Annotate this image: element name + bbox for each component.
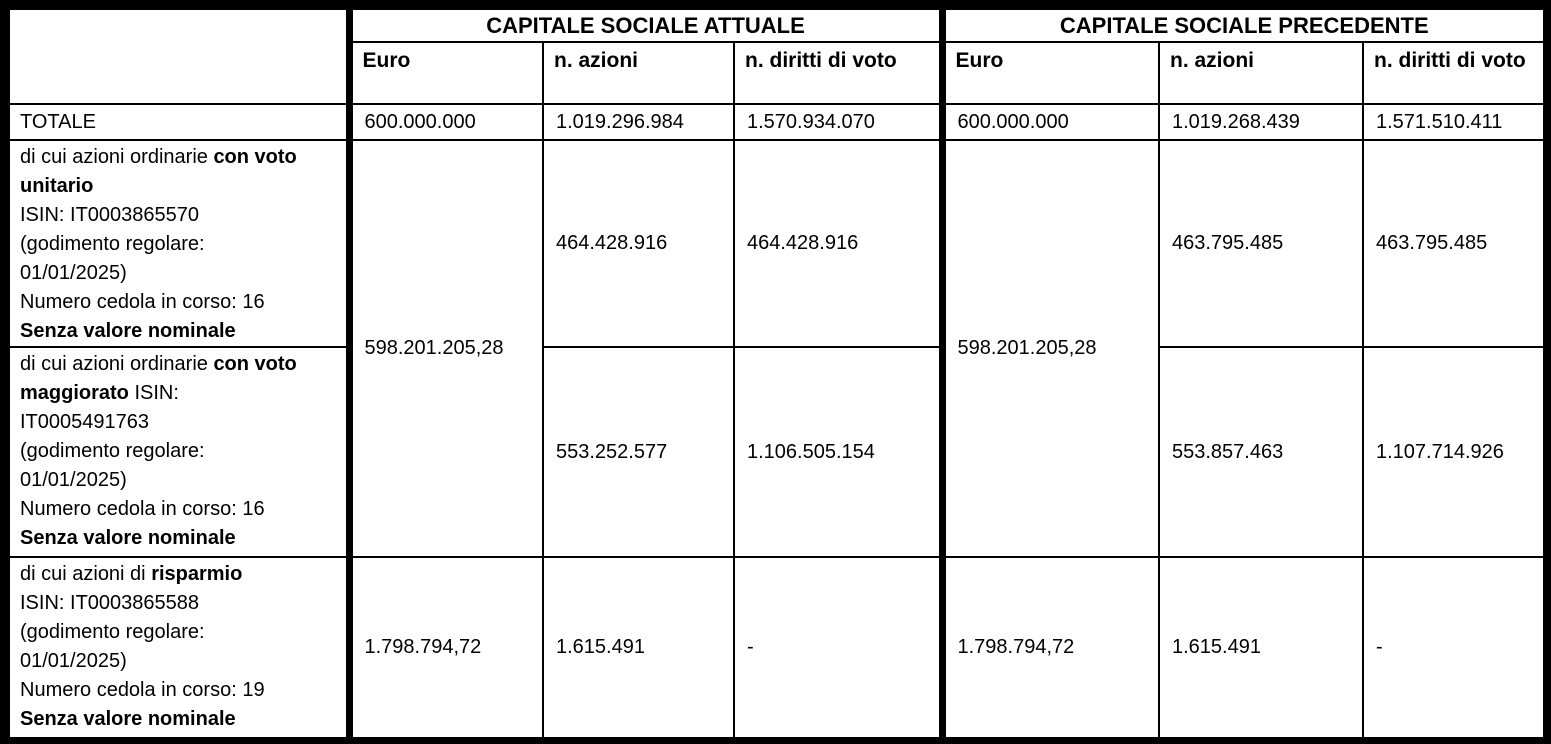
- row-ordinarie-voto-maggiorato: di cui azioni ordinarie con voto maggiora…: [8, 346, 1546, 558]
- col-header-euro-precedente: Euro: [938, 41, 1160, 105]
- totale-azioni-precedente: 1.019.268.439: [1158, 103, 1364, 141]
- unitario-azioni-attuale: 464.428.916: [542, 139, 735, 348]
- label-ordinarie-voto-maggiorato: di cui azioni ordinarie con voto maggiora…: [8, 346, 350, 558]
- row-ordinarie-voto-unitario: di cui azioni ordinarie con voto unitario…: [8, 139, 1546, 558]
- risparmio-euro-attuale: 1.798.794,72: [345, 556, 544, 739]
- totale-diritti-precedente: 1.571.510.411: [1361, 103, 1546, 141]
- risparmio-azioni-attuale: 1.615.491: [542, 556, 735, 739]
- totale-diritti-attuale: 1.570.934.070: [733, 103, 943, 141]
- risparmio-diritti-attuale: -: [733, 556, 943, 739]
- label-risparmio: di cui azioni di risparmio ISIN: IT000386…: [8, 556, 350, 739]
- totale-label: TOTALE: [8, 103, 350, 141]
- risparmio-euro-precedente: 1.798.794,72: [938, 556, 1160, 739]
- share-capital-table: CAPITALE SOCIALE ATTUALE CAPITALE SOCIAL…: [8, 8, 1546, 739]
- totale-euro-precedente: 600.000.000: [938, 103, 1160, 141]
- maggiorato-azioni-attuale: 553.252.577: [542, 346, 735, 558]
- row-totale: TOTALE 600.000.000 1.019.296.984 1.570.9…: [8, 103, 1546, 141]
- corner-empty-cell: [8, 8, 350, 105]
- maggiorato-azioni-precedente: 553.857.463: [1158, 346, 1364, 558]
- group-header-capitale-precedente: CAPITALE SOCIALE PRECEDENTE: [938, 8, 1546, 43]
- totale-azioni-attuale: 1.019.296.984: [542, 103, 735, 141]
- label-ordinarie-voto-unitario: di cui azioni ordinarie con voto unitario…: [8, 139, 350, 348]
- col-header-diritti-attuale: n. diritti di voto: [733, 41, 943, 105]
- maggiorato-diritti-attuale: 1.106.505.154: [733, 346, 943, 558]
- unitario-diritti-precedente: 463.795.485: [1361, 139, 1546, 348]
- col-header-azioni-attuale: n. azioni: [542, 41, 735, 105]
- risparmio-azioni-precedente: 1.615.491: [1158, 556, 1364, 739]
- group-header-capitale-attuale: CAPITALE SOCIALE ATTUALE: [345, 8, 943, 43]
- ordinarie-euro-precedente-merged: 598.201.205,28: [938, 139, 1160, 558]
- maggiorato-diritti-precedente: 1.107.714.926: [1361, 346, 1546, 558]
- col-header-diritti-precedente: n. diritti di voto: [1361, 41, 1546, 105]
- col-header-euro-attuale: Euro: [345, 41, 544, 105]
- col-header-azioni-precedente: n. azioni: [1158, 41, 1364, 105]
- unitario-azioni-precedente: 463.795.485: [1158, 139, 1364, 348]
- unitario-diritti-attuale: 464.428.916: [733, 139, 943, 348]
- row-risparmio: di cui azioni di risparmio ISIN: IT000386…: [8, 556, 1546, 739]
- risparmio-diritti-precedente: -: [1361, 556, 1546, 739]
- ordinarie-euro-attuale-merged: 598.201.205,28: [345, 139, 544, 558]
- totale-euro-attuale: 600.000.000: [345, 103, 544, 141]
